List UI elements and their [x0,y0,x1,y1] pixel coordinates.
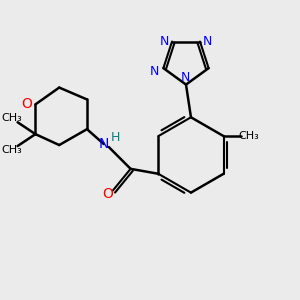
Text: CH₃: CH₃ [1,145,22,155]
Text: CH₃: CH₃ [238,131,259,141]
Text: N: N [159,35,169,48]
Text: N: N [99,137,109,151]
Text: O: O [102,187,113,201]
Text: O: O [21,98,32,111]
Text: CH₃: CH₃ [1,113,22,123]
Text: N: N [180,71,190,84]
Text: N: N [150,64,159,78]
Text: H: H [111,130,120,144]
Text: N: N [203,35,213,48]
